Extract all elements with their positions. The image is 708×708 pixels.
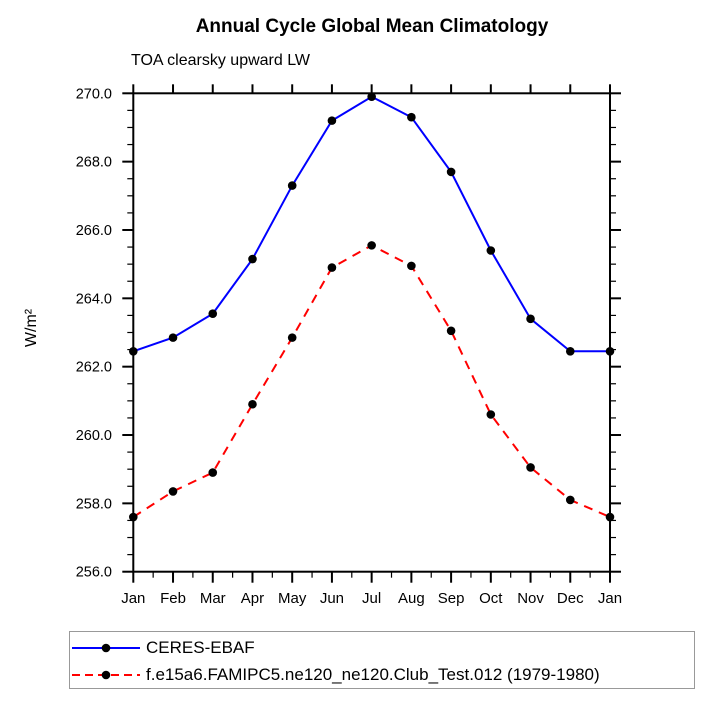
y-tick-label: 264.0	[76, 291, 112, 307]
data-point-marker	[287, 333, 297, 342]
x-tick-label: Apr	[241, 590, 264, 607]
data-point-marker	[327, 116, 337, 125]
legend-marker-dot	[101, 670, 111, 679]
x-tick-label: Feb	[160, 590, 186, 607]
x-tick-label: Oct	[479, 590, 503, 607]
y-tick-label: 262.0	[76, 360, 112, 376]
x-tick-label: Jun	[320, 590, 344, 607]
plot-area: 256.0 258.0 260.0 262.0 264.0 266.0 268.0 270.0…	[76, 84, 622, 607]
data-point-marker	[605, 512, 615, 522]
data-point-marker	[208, 309, 218, 319]
chart-subtitle: TOA clearsky upward LW	[131, 52, 311, 69]
data-point-marker	[129, 346, 138, 356]
legend-dashed-line-icon	[72, 670, 140, 679]
data-point-marker	[486, 410, 496, 419]
data-point-marker	[407, 112, 416, 122]
chart-title: Annual Cycle Global Mean Climatology	[195, 16, 549, 37]
series-model	[129, 241, 615, 522]
legend: CERES-EBAF f.e15a6.FAMIPC5.ne120_ne120.C…	[69, 631, 695, 689]
x-tick-label: Jul	[362, 590, 381, 607]
data-point-marker	[129, 512, 138, 522]
x-tick-label: Dec	[557, 590, 584, 607]
y-tick-label: 270.0	[76, 86, 112, 102]
y-tick-label: 260.0	[76, 428, 112, 444]
y-tick-label: 258.0	[76, 496, 112, 512]
series-ceres-ebaf	[129, 92, 615, 356]
series-line	[132, 95, 610, 353]
legend-label-ceres-ebaf: CERES-EBAF	[146, 637, 255, 657]
data-point-marker	[526, 314, 535, 324]
data-point-marker	[367, 92, 376, 102]
data-point-marker	[605, 346, 615, 356]
data-point-marker	[327, 263, 337, 272]
series-line	[132, 244, 611, 518]
data-point-marker	[287, 181, 297, 190]
data-point-marker	[208, 468, 218, 477]
data-point-marker	[486, 246, 496, 255]
axis-tick-labels: 256.0 258.0 260.0 262.0 264.0 266.0 268.0 270.0…	[76, 86, 622, 607]
x-tick-label: Jan	[598, 590, 622, 607]
y-tick-label: 268.0	[76, 155, 112, 171]
data-point-marker	[248, 399, 257, 409]
data-point-marker	[168, 333, 178, 342]
x-tick-label: May	[278, 590, 307, 607]
data-point-marker	[526, 463, 535, 472]
data-point-marker	[168, 487, 178, 496]
plot-box	[132, 92, 612, 573]
y-tick-label: 256.0	[76, 565, 112, 581]
x-tick-label: Aug	[398, 590, 425, 607]
y-tick-label: 266.0	[76, 223, 112, 239]
x-tick-label: Nov	[517, 590, 544, 607]
data-point-marker	[248, 254, 257, 264]
data-point-marker	[565, 495, 575, 505]
legend-item-ceres-ebaf: CERES-EBAF	[70, 634, 694, 661]
data-point-marker	[407, 261, 416, 271]
x-tick-label: Jan	[121, 590, 145, 607]
data-point-marker	[446, 167, 456, 177]
x-tick-label: Sep	[438, 590, 465, 607]
legend-solid-line-icon	[72, 643, 140, 652]
data-point-marker	[446, 326, 456, 336]
axes	[122, 84, 621, 583]
data-point-marker	[367, 241, 376, 250]
data-point-marker	[565, 346, 575, 356]
legend-marker-dot	[101, 643, 111, 652]
legend-label-model: f.e15a6.FAMIPC5.ne120_ne120.Club_Test.01…	[146, 664, 600, 684]
legend-item-model: f.e15a6.FAMIPC5.ne120_ne120.Club_Test.01…	[70, 661, 694, 688]
x-tick-label: Mar	[200, 590, 226, 607]
